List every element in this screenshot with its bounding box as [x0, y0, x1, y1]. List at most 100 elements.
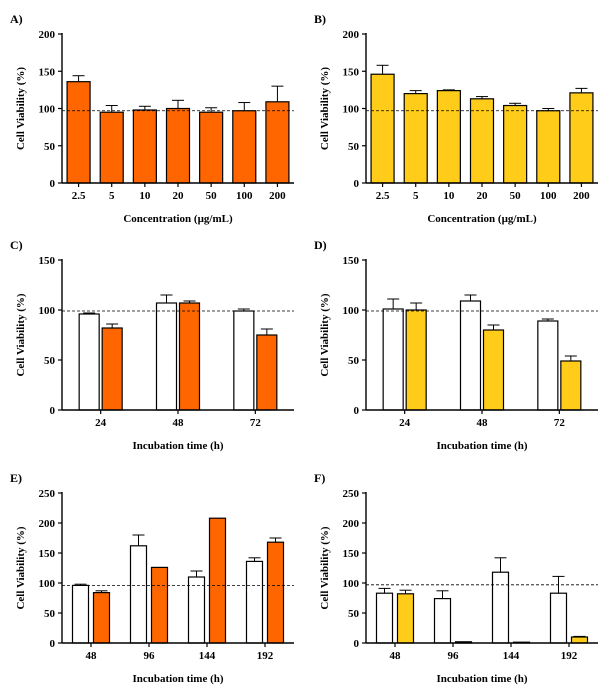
y-axis-label: Cell Viability (%) [15, 526, 27, 609]
y-tick-label: 100 [39, 104, 56, 116]
x-axis-label: Incubation time (h) [132, 673, 223, 685]
bar [132, 109, 157, 184]
bar [537, 320, 559, 411]
y-axis-label: Cell Viability (%) [15, 67, 27, 150]
y-tick-label: 0 [50, 405, 56, 417]
x-tick-label: 48 [173, 417, 185, 429]
bar [265, 101, 290, 184]
y-tick-label: 100 [39, 578, 56, 590]
x-tick-label: 48 [86, 650, 98, 662]
x-tick-label: 48 [390, 650, 402, 662]
y-tick-label: 200 [39, 518, 56, 530]
bar [150, 566, 169, 644]
bar [178, 302, 201, 411]
x-tick-label: 5 [109, 190, 115, 202]
bar [560, 360, 582, 411]
x-tick-label: 192 [257, 650, 274, 662]
bar [403, 92, 428, 184]
y-tick-label: 100 [343, 578, 360, 590]
bar [459, 300, 482, 411]
x-axis-label: Concentration (µg/mL) [427, 213, 537, 225]
bar [232, 110, 257, 184]
x-tick-label: 50 [510, 190, 522, 202]
y-axis-label: Cell Viability (%) [319, 293, 331, 376]
x-tick-label: 100 [540, 190, 557, 202]
x-tick-label: 5 [413, 190, 419, 202]
bar [570, 636, 589, 644]
y-tick-label: 50 [348, 355, 360, 367]
x-tick-label: 10 [443, 190, 455, 202]
x-tick-label: 2.5 [376, 190, 390, 202]
bar [99, 111, 124, 184]
x-tick-label: 96 [144, 650, 156, 662]
bar [405, 309, 427, 411]
y-tick-label: 150 [343, 66, 360, 78]
bar [245, 560, 264, 644]
x-tick-label: 144 [199, 650, 216, 662]
x-axis-label: Incubation time (h) [436, 673, 527, 685]
y-tick-label: 200 [39, 29, 56, 41]
y-tick-label: 200 [343, 518, 360, 530]
bar [266, 541, 285, 644]
bar [233, 310, 255, 411]
x-tick-label: 50 [206, 190, 218, 202]
bar [208, 517, 227, 644]
y-axis-label: Cell Viability (%) [15, 293, 27, 376]
y-tick-label: 100 [343, 104, 360, 116]
panel-b: 2.5 5 10 20 50 100 200 0 50 100 150 200 Concentratio… [314, 12, 598, 225]
bar [129, 545, 148, 644]
bar [155, 302, 178, 411]
y-tick-label: 50 [44, 355, 56, 367]
y-tick-label: 50 [44, 608, 56, 620]
bar [536, 110, 561, 184]
y-tick-label: 50 [348, 608, 360, 620]
x-tick-label: 2.5 [72, 190, 86, 202]
x-tick-label: 200 [573, 190, 590, 202]
panel-d: 24 48 72 0 50 100 150 Incubation time (h) Cell V… [314, 238, 598, 452]
bar [569, 92, 594, 184]
y-tick-label: 250 [39, 488, 56, 500]
bar [433, 597, 452, 644]
bar [187, 576, 206, 644]
x-tick-label: 100 [236, 190, 253, 202]
y-tick-label: 150 [39, 66, 56, 78]
x-axis-label: Incubation time (h) [436, 440, 527, 452]
bar [491, 571, 510, 644]
x-tick-label: 48 [477, 417, 489, 429]
y-axis-label: Cell Viability (%) [319, 526, 331, 609]
bar [469, 98, 495, 184]
bar [370, 73, 395, 184]
x-axis-label: Incubation time (h) [132, 440, 223, 452]
y-tick-label: 200 [343, 29, 360, 41]
panel-label: B) [314, 12, 326, 26]
x-tick-label: 24 [95, 417, 107, 429]
y-axis-label: Cell Viability (%) [319, 67, 331, 150]
x-tick-label: 72 [250, 417, 262, 429]
y-tick-label: 0 [354, 405, 360, 417]
bar [165, 107, 191, 184]
x-tick-label: 10 [139, 190, 151, 202]
panel-label: C) [10, 238, 23, 252]
bar [101, 327, 123, 411]
panel-f: 48 96 144 192 0 50 100 150 200 250 Incubation time… [314, 471, 598, 685]
y-tick-label: 100 [39, 305, 56, 317]
y-tick-label: 250 [343, 488, 360, 500]
x-tick-label: 144 [503, 650, 520, 662]
bar [78, 313, 100, 411]
bar [482, 329, 505, 411]
bar [71, 584, 90, 644]
bar [549, 592, 568, 644]
x-tick-label: 96 [448, 650, 460, 662]
panel-c: 24 48 72 0 50 100 150 Incubation time (h) Cell V… [10, 238, 294, 452]
panel-label: D) [314, 238, 327, 252]
x-tick-label: 20 [173, 190, 185, 202]
x-tick-label: 200 [269, 190, 286, 202]
y-tick-label: 150 [343, 255, 360, 267]
y-tick-label: 0 [50, 178, 56, 190]
x-tick-label: 72 [554, 417, 566, 429]
bar [92, 591, 111, 644]
y-tick-label: 150 [39, 255, 56, 267]
y-tick-label: 0 [354, 178, 360, 190]
x-tick-label: 24 [399, 417, 411, 429]
